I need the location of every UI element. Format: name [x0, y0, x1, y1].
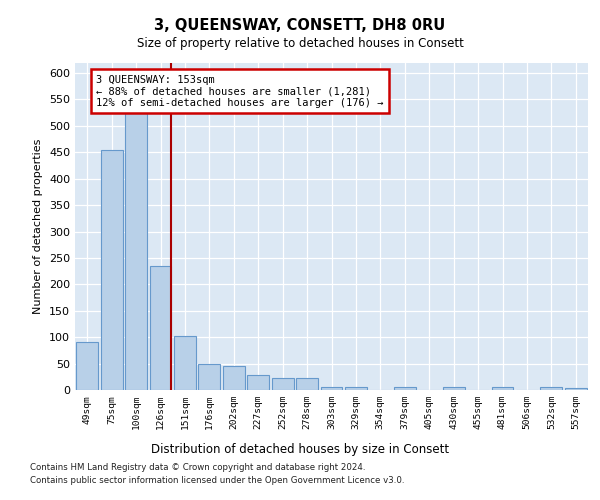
Bar [223, 366, 245, 390]
Bar [125, 102, 147, 390]
Bar [320, 388, 343, 390]
Text: Contains HM Land Registry data © Crown copyright and database right 2024.: Contains HM Land Registry data © Crown c… [30, 462, 365, 471]
Bar [296, 378, 318, 390]
Y-axis label: Number of detached properties: Number of detached properties [34, 138, 43, 314]
Bar [199, 364, 220, 390]
Bar [491, 388, 514, 390]
Text: Contains public sector information licensed under the Open Government Licence v3: Contains public sector information licen… [30, 476, 404, 485]
Bar [101, 150, 122, 390]
Text: Distribution of detached houses by size in Consett: Distribution of detached houses by size … [151, 442, 449, 456]
Text: 3 QUEENSWAY: 153sqm
← 88% of detached houses are smaller (1,281)
12% of semi-det: 3 QUEENSWAY: 153sqm ← 88% of detached ho… [97, 74, 384, 108]
Bar [394, 388, 416, 390]
Bar [174, 336, 196, 390]
Bar [541, 388, 562, 390]
Text: 3, QUEENSWAY, CONSETT, DH8 0RU: 3, QUEENSWAY, CONSETT, DH8 0RU [154, 18, 446, 32]
Bar [272, 378, 293, 390]
Bar [247, 375, 269, 390]
Bar [76, 342, 98, 390]
Bar [345, 388, 367, 390]
Bar [149, 266, 172, 390]
Bar [443, 388, 464, 390]
Text: Size of property relative to detached houses in Consett: Size of property relative to detached ho… [137, 38, 463, 51]
Bar [565, 388, 587, 390]
